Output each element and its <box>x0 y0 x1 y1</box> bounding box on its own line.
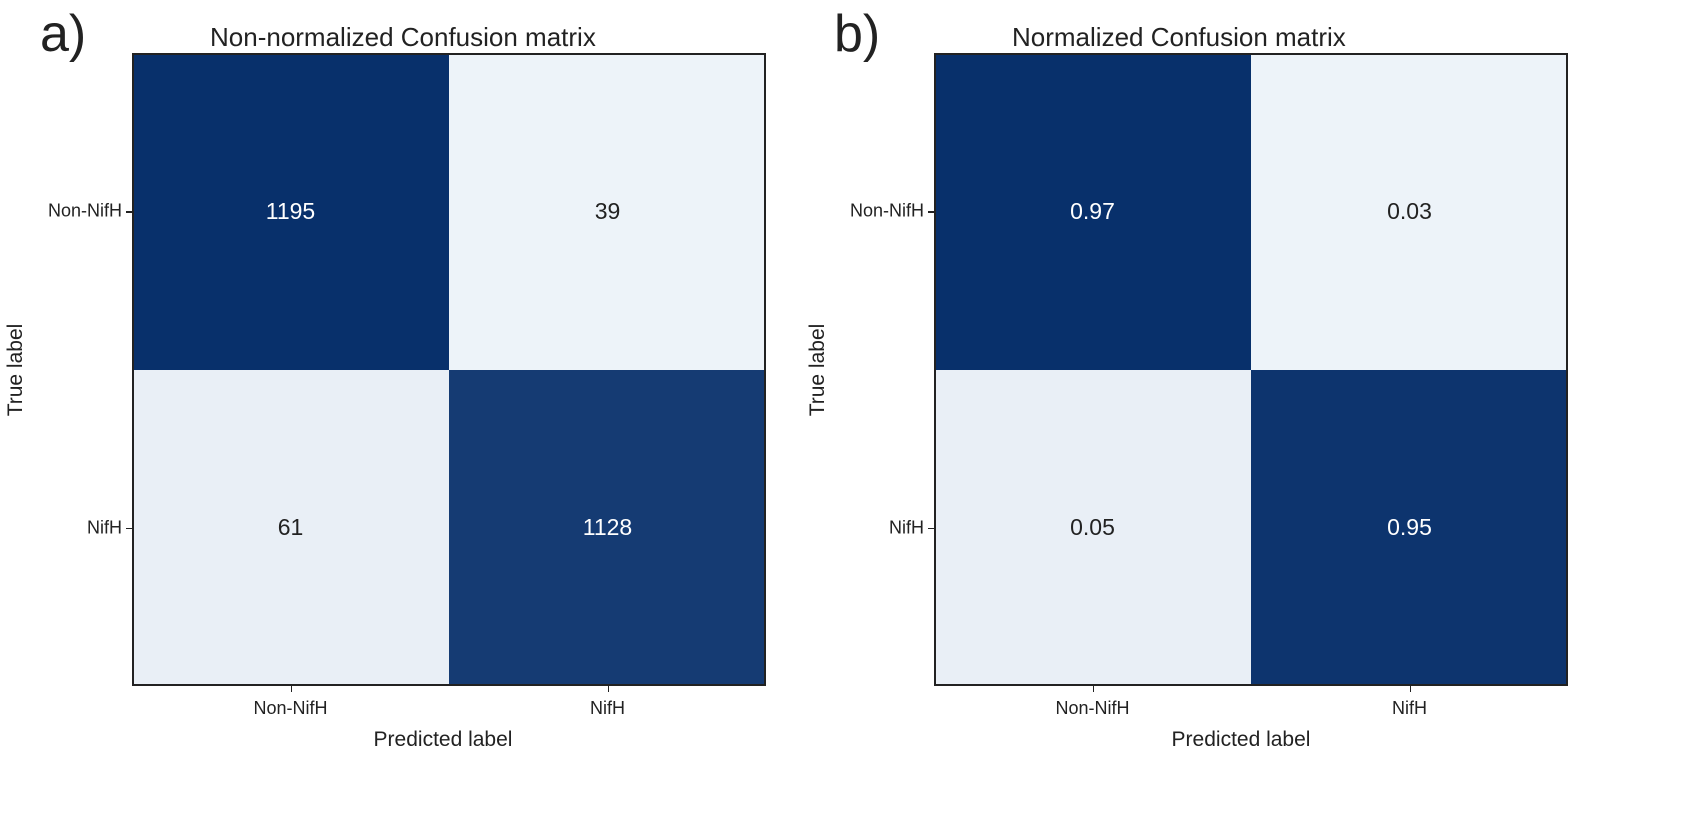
cell-value-label: 1195 <box>265 197 316 224</box>
x-axis-label: Predicted label <box>373 728 513 751</box>
x-tick-mark <box>290 686 292 692</box>
y-tick-label: Non-NifH <box>849 200 924 221</box>
y-tick-mark <box>928 527 934 530</box>
cell-value-label: 61 <box>277 514 304 541</box>
panel-label: a) <box>40 5 87 63</box>
cell-value-label: 39 <box>594 197 621 224</box>
cell-value-label: 0.95 <box>1387 514 1432 541</box>
chart-title: Normalized Confusion matrix <box>1012 22 1346 52</box>
x-tick-label: Non-NifH <box>253 698 328 718</box>
heatmap-cell: 0.95 <box>1251 369 1568 686</box>
x-axis-label: Predicted label <box>1171 728 1311 751</box>
x-tick-label: Non-NifH <box>1055 698 1130 718</box>
y-tick-label: Non-NifH <box>47 200 122 221</box>
x-tick-label: NifH <box>1392 698 1427 718</box>
y-axis-label: True label <box>806 323 829 417</box>
y-axis-label: True label <box>4 323 27 417</box>
cell-value-label: 0.03 <box>1387 197 1432 224</box>
y-tick-mark <box>126 527 132 530</box>
heatmap-plot-area <box>934 53 1568 686</box>
cell-value-label: 0.05 <box>1070 514 1115 541</box>
chart-title: Non-normalized Confusion matrix <box>210 22 596 52</box>
heatmap-cell: 61 <box>132 369 449 686</box>
heatmap-cell: 39 <box>449 53 766 370</box>
heatmap-cell: 0.97 <box>934 53 1251 370</box>
heatmap-cell: 1195 <box>132 53 449 370</box>
x-tick-mark <box>1409 686 1411 692</box>
cell-value-label: 1128 <box>582 514 633 541</box>
panel-label: b) <box>834 5 881 63</box>
y-tick-label: NifH <box>87 517 122 538</box>
x-tick-mark <box>1092 686 1094 692</box>
cell-value-label: 0.97 <box>1070 197 1115 224</box>
heatmap-cell: 0.05 <box>934 369 1251 686</box>
heatmap-cell: 0.03 <box>1251 53 1568 370</box>
x-tick-mark <box>607 686 609 692</box>
heatmap-cell: 1128 <box>449 369 766 686</box>
y-tick-mark <box>126 211 132 213</box>
heatmap-plot-area <box>132 53 766 686</box>
x-tick-label: NifH <box>590 698 625 718</box>
confusion-matrix-panel-b: b) Normalized Confusion matrix 0.97 0.03 0… <box>806 0 1701 820</box>
y-tick-label: NifH <box>889 517 924 538</box>
y-tick-mark <box>928 211 934 213</box>
confusion-matrix-panel-a: a) Non-normalized Confusion matrix 1195 3… <box>0 0 850 820</box>
